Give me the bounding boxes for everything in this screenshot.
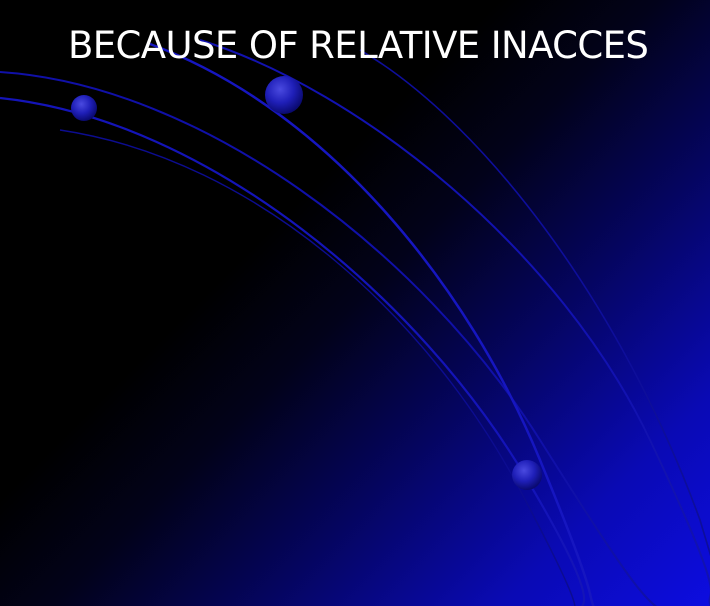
arc-line xyxy=(199,39,710,606)
orb-dot xyxy=(265,76,303,114)
arc-line xyxy=(359,49,710,557)
orb-dot xyxy=(512,460,542,490)
slide-title: BECAUSE OF RELATIVE INACCES xyxy=(68,24,649,67)
arc-line xyxy=(0,71,658,606)
orb-dot xyxy=(71,95,97,121)
arc-line xyxy=(0,96,586,606)
arc-line xyxy=(59,129,576,606)
arc-line xyxy=(149,42,595,606)
